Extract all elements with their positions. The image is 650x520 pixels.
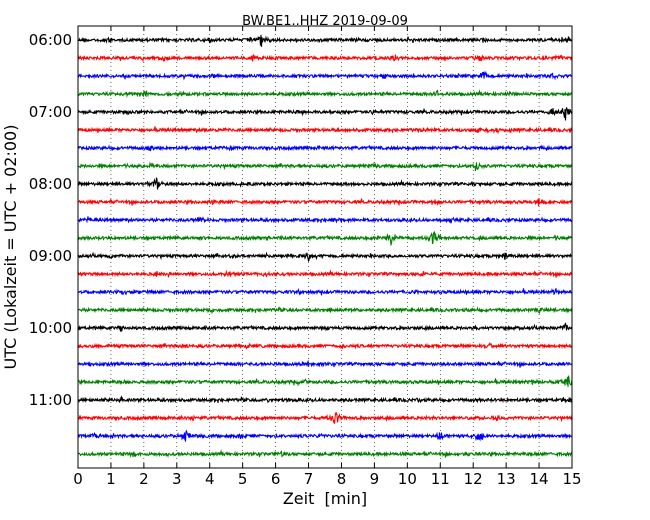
y-axis-ticks: 06:00 07:00 08:00 09:00 10:00 11:00	[29, 31, 572, 409]
chart-title: BW.BE1..HHZ 2019-09-09	[242, 14, 408, 29]
seismogram-trace	[77, 322, 573, 332]
seismogram-trace	[77, 449, 573, 458]
x-axis-label: Zeit [min]	[283, 489, 367, 508]
y-tick-label: 06:00	[29, 31, 72, 49]
y-tick-label: 08:00	[29, 175, 72, 193]
seismogram-trace	[77, 269, 573, 278]
x-tick-label: 3	[172, 470, 182, 488]
seismogram-trace	[77, 306, 573, 315]
x-tick-label: 10	[398, 470, 417, 488]
seismogram-trace	[77, 89, 573, 98]
seismogram-trace	[77, 287, 573, 296]
x-tick-label: 8	[337, 470, 347, 488]
y-tick-label: 10:00	[29, 319, 72, 337]
seismogram-trace	[77, 429, 573, 442]
x-tick-label: 9	[370, 470, 380, 488]
x-tick-label: 1	[106, 470, 116, 488]
vertical-gridlines	[110, 26, 540, 468]
x-tick-label: 4	[205, 470, 215, 488]
seismogram-trace	[77, 34, 573, 47]
x-tick-label: 14	[530, 470, 549, 488]
y-tick-label: 11:00	[29, 391, 72, 409]
x-tick-label: 12	[464, 470, 483, 488]
plot-frame	[77, 25, 573, 469]
seismogram-trace	[77, 251, 573, 263]
x-tick-label: 5	[238, 470, 248, 488]
seismogram-trace	[77, 395, 573, 404]
seismogram-trace	[77, 177, 573, 190]
seismogram-trace	[77, 70, 573, 81]
seismogram-trace	[77, 126, 573, 135]
y-axis-label: UTC (Lokalzeit = UTC + 02:00)	[1, 125, 20, 370]
seismogram-trace	[77, 375, 573, 387]
x-tick-label: 7	[304, 470, 314, 488]
seismogram-trace	[77, 198, 573, 207]
y-tick-label: 09:00	[29, 247, 72, 265]
seismogram-trace	[77, 53, 573, 63]
x-tick-label: 2	[139, 470, 149, 488]
x-tick-label: 15	[562, 470, 581, 488]
seismogram-trace	[77, 216, 573, 224]
x-tick-label: 0	[73, 470, 83, 488]
seismogram-trace	[77, 359, 573, 368]
seismogram-trace	[77, 144, 573, 152]
x-tick-label: 6	[271, 470, 281, 488]
y-tick-label: 07:00	[29, 103, 72, 121]
seismogram-trace	[77, 161, 573, 172]
seismogram-trace	[77, 342, 573, 350]
seismogram-trace	[77, 107, 573, 121]
seismogram-trace	[77, 231, 573, 247]
x-axis-ticks: 0 1 2 3 4 5 6 7 8 9 10 11 12 13 14 15	[73, 26, 582, 488]
seismogram-trace	[77, 411, 573, 424]
x-tick-label: 13	[497, 470, 516, 488]
seismogram-traces	[77, 34, 573, 458]
x-tick-label: 11	[431, 470, 450, 488]
